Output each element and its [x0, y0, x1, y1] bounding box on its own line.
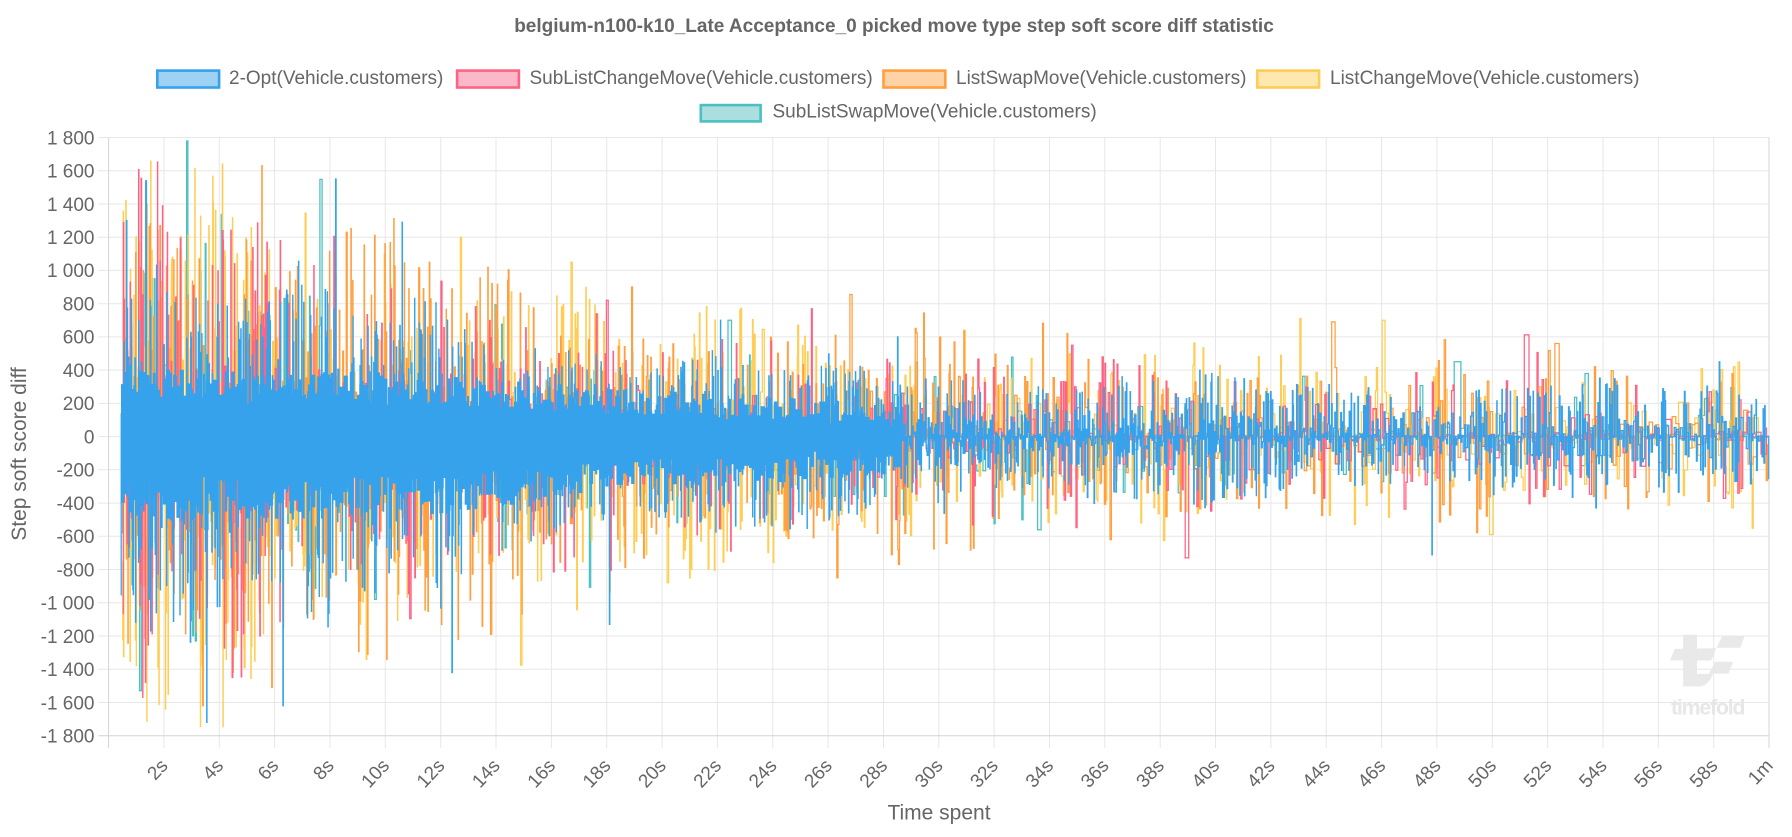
svg-text:600: 600 [63, 328, 95, 349]
svg-text:-200: -200 [56, 461, 94, 482]
svg-text:1 200: 1 200 [47, 228, 95, 249]
svg-text:Time spent: Time spent [887, 802, 990, 825]
svg-text:2-Opt(Vehicle.customers): 2-Opt(Vehicle.customers) [229, 68, 443, 89]
svg-text:timefold: timefold [1671, 696, 1746, 720]
svg-text:belgium-n100-k10_Late Acceptan: belgium-n100-k10_Late Acceptance_0 picke… [514, 16, 1274, 37]
svg-text:1 400: 1 400 [47, 195, 95, 216]
svg-text:200: 200 [63, 394, 95, 415]
svg-text:800: 800 [63, 295, 95, 316]
svg-text:-1 200: -1 200 [41, 627, 95, 648]
svg-text:-800: -800 [56, 560, 94, 581]
svg-text:ListChangeMove(Vehicle.custome: ListChangeMove(Vehicle.customers) [1330, 68, 1639, 89]
svg-text:-1 400: -1 400 [41, 660, 95, 681]
svg-text:Step soft score diff: Step soft score diff [8, 367, 31, 541]
svg-text:1 800: 1 800 [47, 128, 95, 149]
svg-text:-1 800: -1 800 [41, 727, 95, 748]
svg-text:400: 400 [63, 361, 95, 382]
svg-text:-1 600: -1 600 [41, 693, 95, 714]
svg-text:SubListSwapMove(Vehicle.custom: SubListSwapMove(Vehicle.customers) [773, 101, 1097, 122]
svg-text:-1 000: -1 000 [41, 594, 95, 615]
svg-text:0: 0 [84, 427, 95, 448]
svg-text:-600: -600 [56, 527, 94, 548]
svg-text:-400: -400 [56, 494, 94, 515]
svg-text:1 600: 1 600 [47, 162, 95, 183]
svg-text:ListSwapMove(Vehicle.customers: ListSwapMove(Vehicle.customers) [956, 68, 1246, 89]
svg-text:1 000: 1 000 [47, 261, 95, 282]
svg-text:SubListChangeMove(Vehicle.cust: SubListChangeMove(Vehicle.customers) [530, 68, 873, 89]
